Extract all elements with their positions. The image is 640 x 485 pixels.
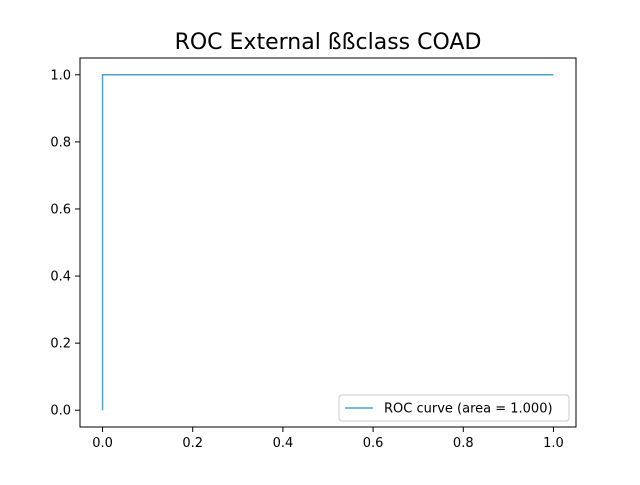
x-tick-label: 0.6 <box>363 436 384 451</box>
legend-box <box>338 394 570 422</box>
y-tick-label: 0.0 <box>50 404 71 419</box>
x-tick-label: 0.8 <box>453 436 474 451</box>
axis-ticks: 0.0 0.2 0.4 0.6 0.8 1.0 0.0 0.2 0.4 0.6 0.8 1.0 <box>50 68 563 451</box>
y-tick-label: 0.2 <box>50 337 71 352</box>
legend: ROC curve (area = 1.000) <box>338 394 570 422</box>
y-tick-label: 0.6 <box>50 202 71 217</box>
x-tick-label: 0.4 <box>273 436 294 451</box>
chart-title: ROC External ßßclass COAD <box>175 30 482 55</box>
x-tick-label: 0.2 <box>182 436 203 451</box>
axes-frame <box>79 57 577 428</box>
roc-curve-line <box>101 74 554 411</box>
plot-area <box>101 74 554 411</box>
y-tick-label: 0.4 <box>50 270 71 285</box>
x-tick-label: 0.0 <box>92 436 113 451</box>
legend-label-roc: ROC curve (area = 1.000) <box>384 402 553 417</box>
x-tick-label: 1.0 <box>543 436 564 451</box>
y-tick-label: 0.8 <box>50 135 71 150</box>
y-tick-label: 1.0 <box>50 68 71 83</box>
